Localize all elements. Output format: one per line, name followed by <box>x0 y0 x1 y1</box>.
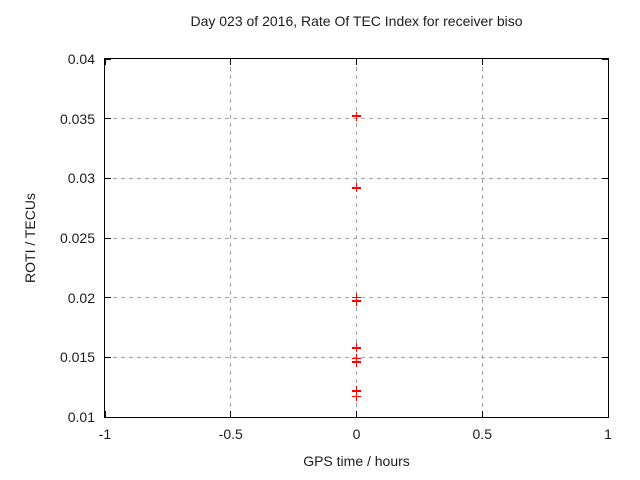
y-tick-mark <box>105 118 111 120</box>
x-tick-label: -1 <box>98 426 112 442</box>
data-point-marker <box>352 357 361 367</box>
x-tick-label: 0 <box>352 426 361 442</box>
y-tick-mark <box>602 297 608 299</box>
y-tick-mark <box>602 118 608 120</box>
y-tick-mark <box>105 58 111 60</box>
x-tick-mark <box>481 59 483 65</box>
x-tick-mark <box>230 59 232 65</box>
y-tick-label: 0.025 <box>59 230 95 246</box>
y-tick-mark <box>602 416 608 418</box>
x-tick-label: 1 <box>604 426 612 442</box>
y-tick-label: 0.03 <box>67 170 95 187</box>
plot-area <box>104 58 609 418</box>
y-tick-mark <box>105 237 111 239</box>
x-tick-mark <box>104 59 106 65</box>
y-tick-label: 0.02 <box>67 289 95 306</box>
data-point-marker <box>352 386 361 396</box>
x-tick-mark <box>481 411 483 417</box>
v-gridline <box>230 59 232 417</box>
data-point-marker <box>352 111 361 121</box>
y-tick-mark <box>105 356 111 358</box>
x-axis-label: GPS time / hours <box>303 453 410 469</box>
y-tick-label: 0.04 <box>67 51 95 67</box>
v-gridline <box>481 59 483 417</box>
chart-title: Day 023 of 2016, Rate Of TEC Index for r… <box>190 13 523 29</box>
x-tick-mark <box>607 59 609 65</box>
data-point-marker <box>352 183 361 193</box>
y-tick-mark <box>602 237 608 239</box>
x-tick-label: 0.5 <box>472 426 492 442</box>
y-tick-label: 0.015 <box>59 349 95 366</box>
y-tick-mark <box>602 356 608 358</box>
x-tick-mark <box>607 411 609 417</box>
x-tick-mark <box>356 59 357 65</box>
y-tick-label: 0.01 <box>67 409 95 425</box>
y-tick-mark <box>602 177 608 179</box>
x-tick-mark <box>104 411 106 417</box>
data-point-marker <box>352 296 361 306</box>
x-tick-label: -0.5 <box>218 426 243 442</box>
y-tick-mark <box>602 58 608 60</box>
x-tick-mark <box>356 411 357 417</box>
y-tick-label: 0.035 <box>59 110 95 127</box>
v-gridline <box>356 59 357 417</box>
y-tick-mark <box>105 416 111 418</box>
y-tick-mark <box>105 297 111 299</box>
y-tick-mark <box>105 177 111 179</box>
data-point-marker <box>352 392 361 402</box>
x-tick-mark <box>230 411 232 417</box>
data-point-marker <box>352 343 361 353</box>
